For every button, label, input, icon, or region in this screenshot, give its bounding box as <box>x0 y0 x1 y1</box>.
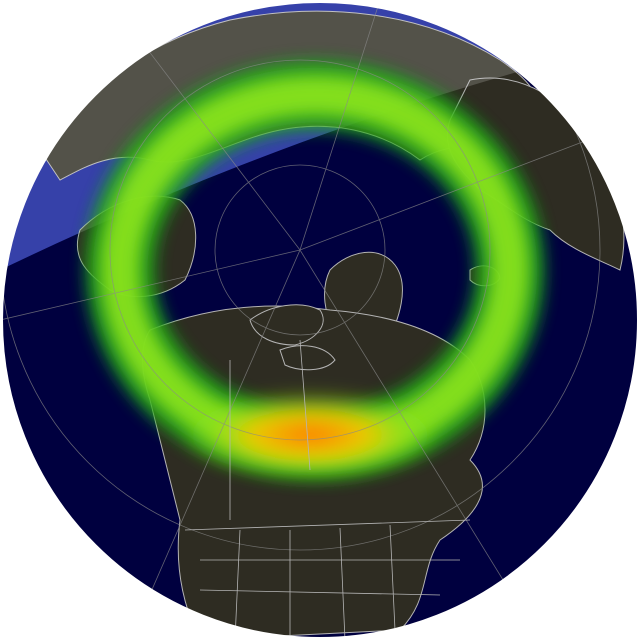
latitude-circle <box>109 59 491 441</box>
arctic-islands-2 <box>279 345 336 371</box>
aurora-oval <box>85 60 545 480</box>
meridian-line <box>2 249 301 321</box>
latitude-circle <box>2 2 601 551</box>
meridian-line <box>299 249 541 638</box>
daylight-overlay <box>2 2 638 270</box>
state-borders <box>199 524 460 638</box>
meridian-line <box>299 2 381 251</box>
meridian-line <box>129 249 301 638</box>
political-borders <box>184 339 471 638</box>
latitude-circle <box>214 164 386 336</box>
province-borders <box>229 339 311 520</box>
us-canada-border <box>184 519 471 531</box>
aurora-intensity-peak <box>180 390 440 480</box>
